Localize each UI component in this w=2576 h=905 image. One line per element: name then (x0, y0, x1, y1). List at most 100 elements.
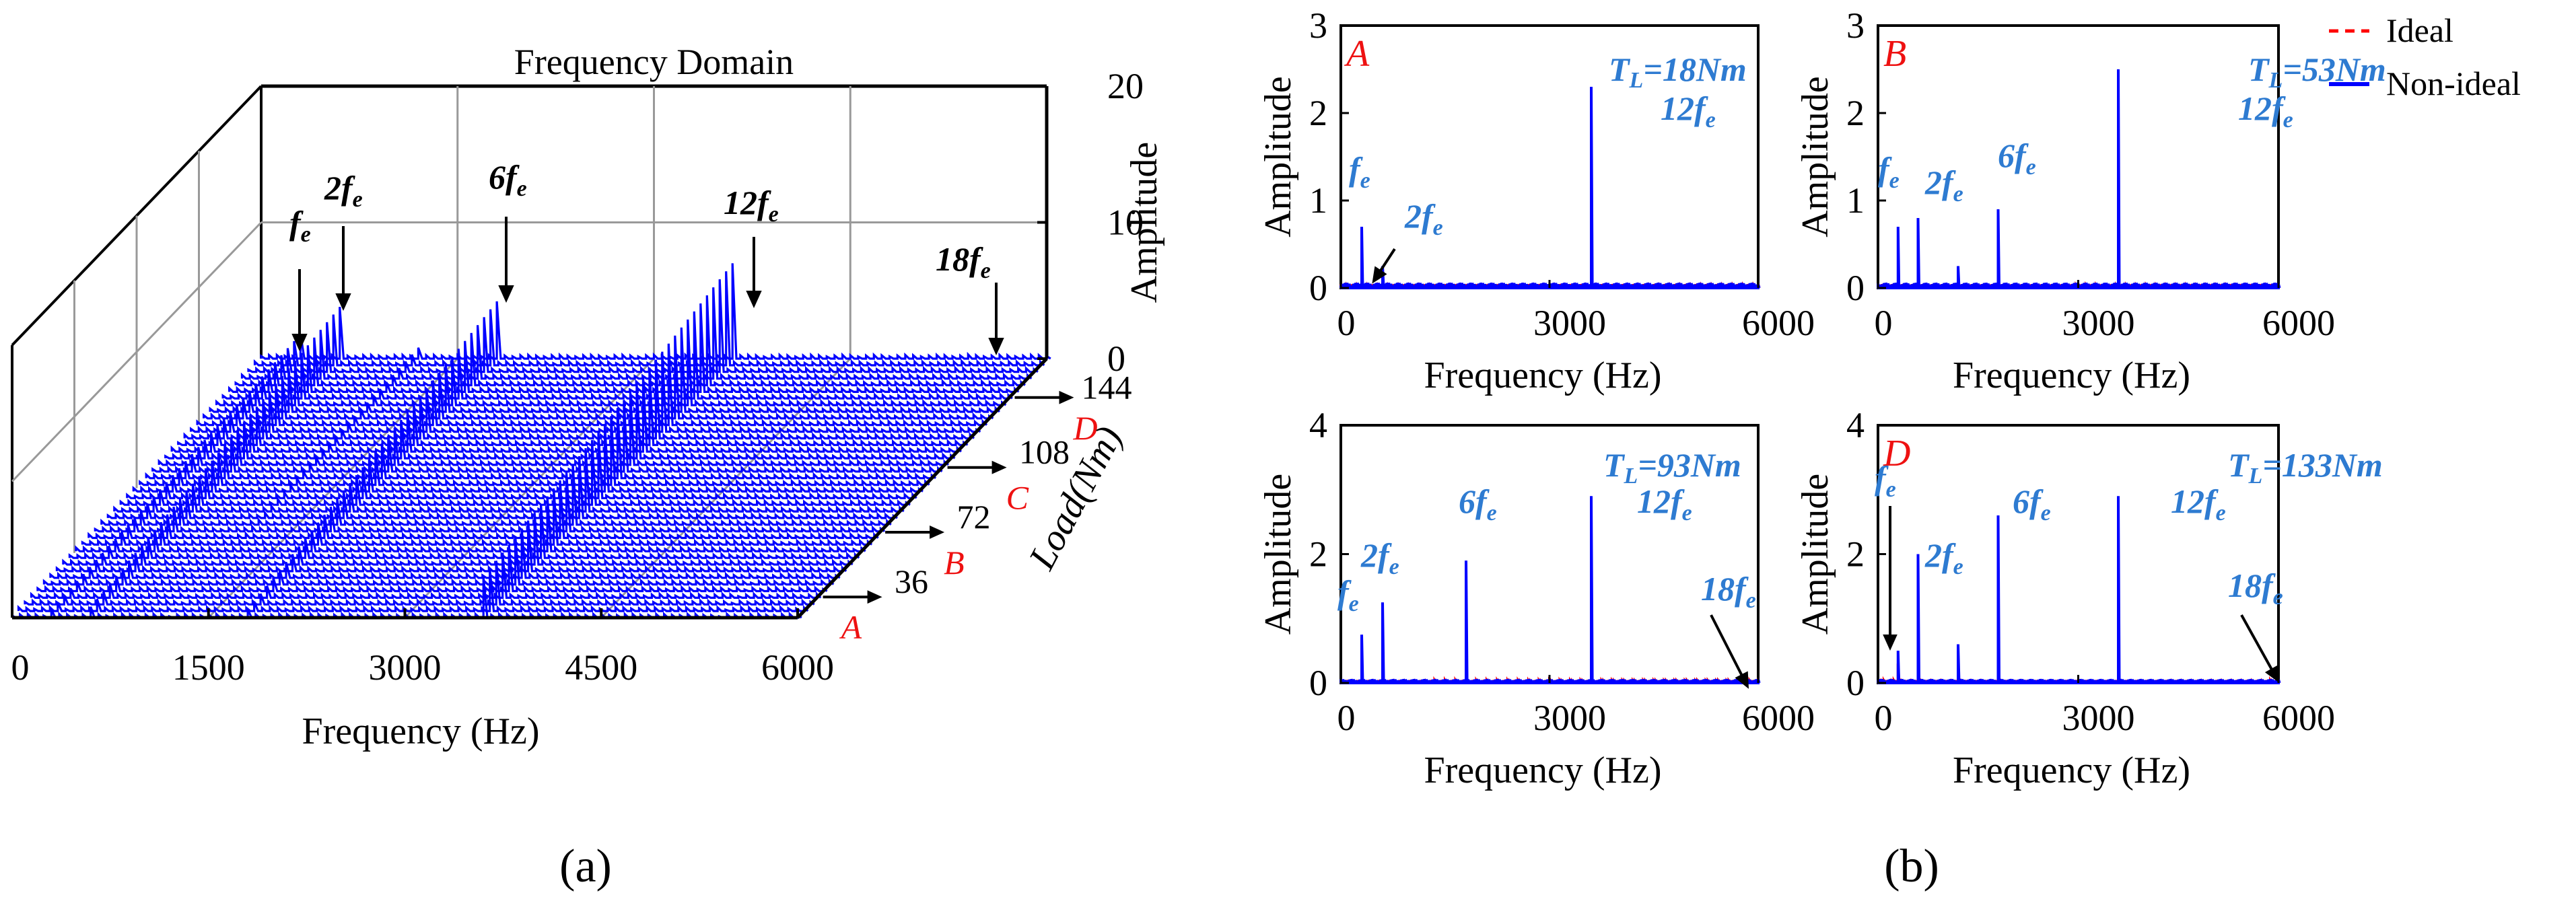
harmonic-label: 18fe (936, 240, 991, 283)
harmonic-label: 6fe (489, 158, 527, 201)
harmonic-label: 2fe (324, 169, 363, 212)
waterfall-trace (190, 351, 981, 433)
y-tick-label: 2 (1846, 93, 1865, 133)
amplitude-tick-label: 20 (1107, 66, 1144, 106)
y-tick-label: 1 (1309, 180, 1327, 221)
waterfall-trace (247, 279, 1039, 373)
waterfall-trace (145, 408, 937, 480)
x-tick-label: 0 (1875, 303, 1893, 343)
harmonic-label: 18fe (2228, 567, 2283, 610)
harmonic-arrow-head (988, 338, 1004, 355)
harmonic-arrow (2240, 614, 2276, 676)
harmonic-arrow-head (1883, 635, 1898, 651)
x-tick-label: 3000 (1533, 303, 1606, 343)
x-axis-label: Frequency (Hz) (1424, 355, 1662, 396)
harmonic-arrow-head (498, 285, 514, 303)
subplot-C: 0 3000 6000 0 2 4 Frequency (Hz) Amplitude TL=93… (1257, 405, 1815, 791)
waterfall-trace (49, 528, 841, 579)
harmonic-label: 2fe (1360, 536, 1399, 579)
y-axis-label: Amplitude (1795, 474, 1836, 635)
load-marker-label: C (1006, 479, 1029, 517)
harmonic-arrow-head (746, 291, 762, 308)
y-tick-label: 2 (1309, 534, 1327, 575)
waterfall-trace (253, 271, 1045, 367)
y-tick-label: 0 (1309, 663, 1327, 703)
harmonic-label: fe (1875, 459, 1896, 502)
waterfall-trace (203, 335, 994, 420)
subplot-D: 0 3000 6000 0 2 4 Frequency (Hz) Amplitude D TL=1… (1795, 405, 2383, 791)
y-axis-label: Amplitude (1257, 76, 1299, 238)
x-tick-label: 0 (1337, 303, 1356, 343)
waterfall-trace (234, 295, 1026, 387)
load-tick-label: 36 (895, 563, 928, 600)
frequency-tick-label: 1500 (172, 647, 245, 688)
legend-nonideal-label: Non-ideal (2386, 65, 2521, 102)
y-tick-label: 2 (1309, 93, 1327, 133)
waterfall-trace (68, 504, 860, 559)
waterfall-trace (260, 263, 1051, 360)
series-non-ideal (1339, 496, 1761, 684)
amplitude-tick-label: 0 (1107, 338, 1125, 379)
panel-marker: B (1883, 33, 1906, 75)
frequency-tick-label: 0 (11, 647, 30, 688)
frequency-axis-label: Frequency (Hz) (302, 711, 540, 752)
harmonic-label: 12fe (2171, 482, 2226, 526)
harmonic-label: fe (1878, 150, 1900, 193)
harmonic-label: fe (289, 204, 311, 247)
harmonic-arrow (1710, 614, 1746, 682)
legend-ideal-label: Ideal (2386, 11, 2453, 49)
caption-b: (b) (1884, 840, 1939, 892)
x-tick-label: 0 (1875, 698, 1893, 738)
waterfall-trace (177, 367, 969, 446)
x-tick-label: 3000 (2062, 303, 2135, 343)
waterfall-trace (183, 359, 975, 440)
frequency-tick-label: 6000 (761, 647, 834, 688)
y-axis-label: Amplitude (1257, 474, 1299, 635)
harmonic-label: 12fe (2238, 89, 2293, 133)
x-tick-label: 6000 (2262, 698, 2335, 738)
subplot-A: 0 3000 6000 0 1 2 3 Frequency (Hz) Amplitude A TL=… (1257, 5, 1815, 396)
waterfall-trace (36, 544, 828, 593)
harmonic-label: 12fe (1637, 482, 1692, 526)
waterfall-trace (81, 488, 873, 546)
harmonic-label: 2fe (1404, 197, 1443, 240)
y-tick-label: 0 (1846, 663, 1865, 703)
panel-marker: D (1883, 433, 1910, 474)
load-annotation: TL=18Nm (1609, 50, 1747, 93)
waterfall-trace (94, 472, 886, 533)
waterfall-trace (151, 400, 943, 473)
x-axis-label: Frequency (Hz) (1424, 750, 1662, 791)
y-tick-label: 1 (1846, 180, 1865, 221)
waterfall-trace (88, 480, 879, 540)
load-marker-arrow-head (991, 460, 1007, 474)
waterfall-trace (170, 375, 963, 453)
y-tick-label: 0 (1309, 268, 1327, 308)
load-annotation: TL=133Nm (2228, 446, 2383, 488)
x-tick-label: 3000 (1533, 698, 1606, 738)
x-tick-label: 6000 (1742, 303, 1815, 343)
waterfall-trace (100, 464, 892, 526)
load-annotation: TL=93Nm (1603, 446, 1741, 488)
y-tick-label: 3 (1309, 5, 1327, 46)
waterfall-trace (228, 303, 1020, 394)
y-tick-label: 3 (1846, 5, 1865, 46)
frequency-tick-label: 3000 (369, 647, 442, 688)
waterfall-trace (139, 416, 930, 486)
load-tick-label: 144 (1082, 368, 1132, 406)
subplot-frame (1877, 24, 2280, 289)
caption-a: (a) (559, 840, 612, 892)
x-tick-label: 3000 (2062, 698, 2135, 738)
harmonic-label: 2fe (1924, 536, 1963, 579)
amplitude-tick-label: 10 (1107, 203, 1144, 243)
waterfall-trace (17, 569, 809, 612)
waterfall-trace (209, 327, 1000, 413)
load-marker-arrow-head (1059, 390, 1074, 404)
waterfall-trace (113, 448, 905, 513)
frequency-tick-label: 4500 (565, 647, 637, 688)
y-axis-label: Amplitude (1795, 76, 1836, 238)
load-marker-label: A (839, 608, 862, 646)
waterfall-trace (24, 560, 815, 606)
waterfall-trace (132, 424, 924, 493)
harmonic-label: fe (1349, 150, 1370, 193)
legend: Ideal Non-ideal (2329, 11, 2521, 102)
